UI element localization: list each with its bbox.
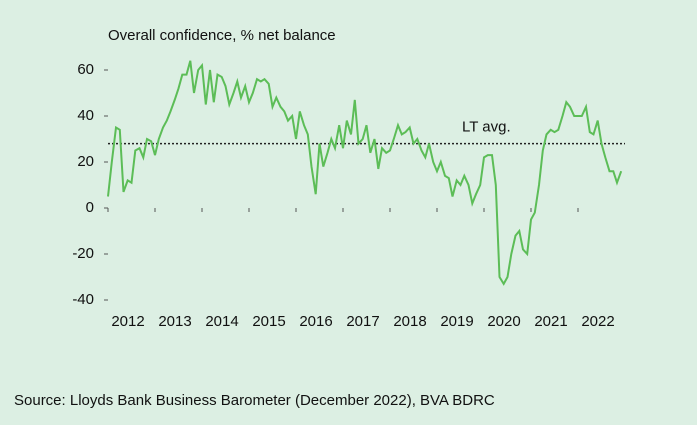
x-tick-label: 2012 (111, 313, 144, 330)
x-tick-label: 2013 (158, 313, 191, 330)
x-tick-label: 2021 (534, 313, 567, 330)
y-tick-label: -40 (72, 291, 94, 308)
y-tick-label: 0 (86, 199, 94, 216)
x-tick-label: 2020 (487, 313, 520, 330)
x-tick-label: 2019 (440, 313, 473, 330)
x-tick-label: 2022 (581, 313, 614, 330)
data-line (107, 60, 623, 286)
x-tick-label: 2014 (205, 313, 238, 330)
y-tick-label: 40 (77, 107, 94, 124)
reference-label: LT avg. (462, 119, 511, 136)
y-tick-label: 20 (77, 153, 94, 170)
x-tick-label: 2015 (252, 313, 285, 330)
y-tick-label: 60 (77, 61, 94, 78)
y-tick-label: -20 (72, 245, 94, 262)
x-tick-label: 2018 (393, 313, 426, 330)
x-tick-label: 2016 (299, 313, 332, 330)
chart-title: Overall confidence, % net balance (108, 27, 336, 44)
x-tick-label: 2017 (346, 313, 379, 330)
source-note: Source: Lloyds Bank Business Barometer (… (14, 392, 495, 409)
